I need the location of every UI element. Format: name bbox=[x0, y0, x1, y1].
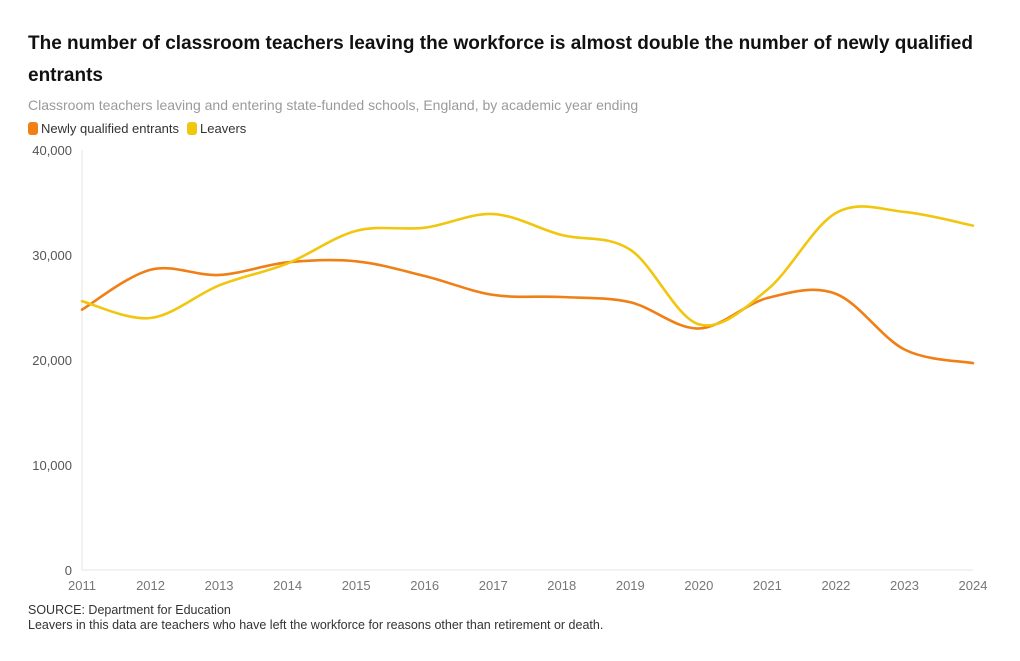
x-tick-label: 2011 bbox=[68, 578, 96, 593]
y-tick-label: 10,000 bbox=[32, 458, 72, 473]
legend-swatch-leavers bbox=[187, 122, 198, 135]
x-tick-label: 2017 bbox=[479, 578, 508, 593]
legend-item-entrants: Newly qualified entrants bbox=[28, 121, 179, 136]
y-tick-label: 30,000 bbox=[32, 248, 72, 263]
series-lines bbox=[80, 205, 975, 365]
y-tick-label: 40,000 bbox=[32, 143, 72, 158]
x-tick-label: 2023 bbox=[890, 578, 919, 593]
legend-swatch-entrants bbox=[28, 122, 38, 135]
y-tick-label: 20,000 bbox=[32, 353, 72, 368]
footnote: Leavers in this data are teachers who ha… bbox=[28, 618, 604, 632]
x-tick-label: 2016 bbox=[410, 578, 439, 593]
x-tick-label: 2024 bbox=[959, 578, 988, 593]
source-note: SOURCE: Department for Education bbox=[28, 603, 231, 617]
x-tick-label: 2014 bbox=[273, 578, 302, 593]
x-tick-label: 2013 bbox=[205, 578, 234, 593]
x-tick-labels: 2011 2012 2013 2014 2015 2016 2017 2018 2019 2020… bbox=[68, 578, 987, 593]
x-tick-label: 2021 bbox=[753, 578, 782, 593]
series-line-entrants bbox=[80, 258, 975, 365]
footer: SOURCE: Department for Education Leavers… bbox=[28, 603, 603, 633]
legend: Newly qualified entrants Leavers bbox=[28, 121, 254, 136]
x-tick-label: 2020 bbox=[684, 578, 713, 593]
x-tick-label: 2015 bbox=[342, 578, 371, 593]
legend-item-leavers: Leavers bbox=[187, 121, 246, 136]
chart-title: The number of classroom teachers leaving… bbox=[28, 33, 973, 86]
x-tick-label: 2012 bbox=[136, 578, 165, 593]
x-tick-label: 2019 bbox=[616, 578, 645, 593]
series-line-leavers bbox=[80, 205, 975, 327]
legend-label-entrants: Newly qualified entrants bbox=[41, 121, 180, 136]
y-tick-label: 0 bbox=[65, 563, 72, 578]
legend-label-leavers: Leavers bbox=[200, 121, 247, 136]
y-tick-labels: 0 10,000 20,000 30,000 40,000 bbox=[32, 143, 72, 578]
chart-subtitle: Classroom teachers leaving and entering … bbox=[28, 97, 639, 113]
x-tick-label: 2018 bbox=[547, 578, 576, 593]
x-tick-label: 2022 bbox=[821, 578, 850, 593]
